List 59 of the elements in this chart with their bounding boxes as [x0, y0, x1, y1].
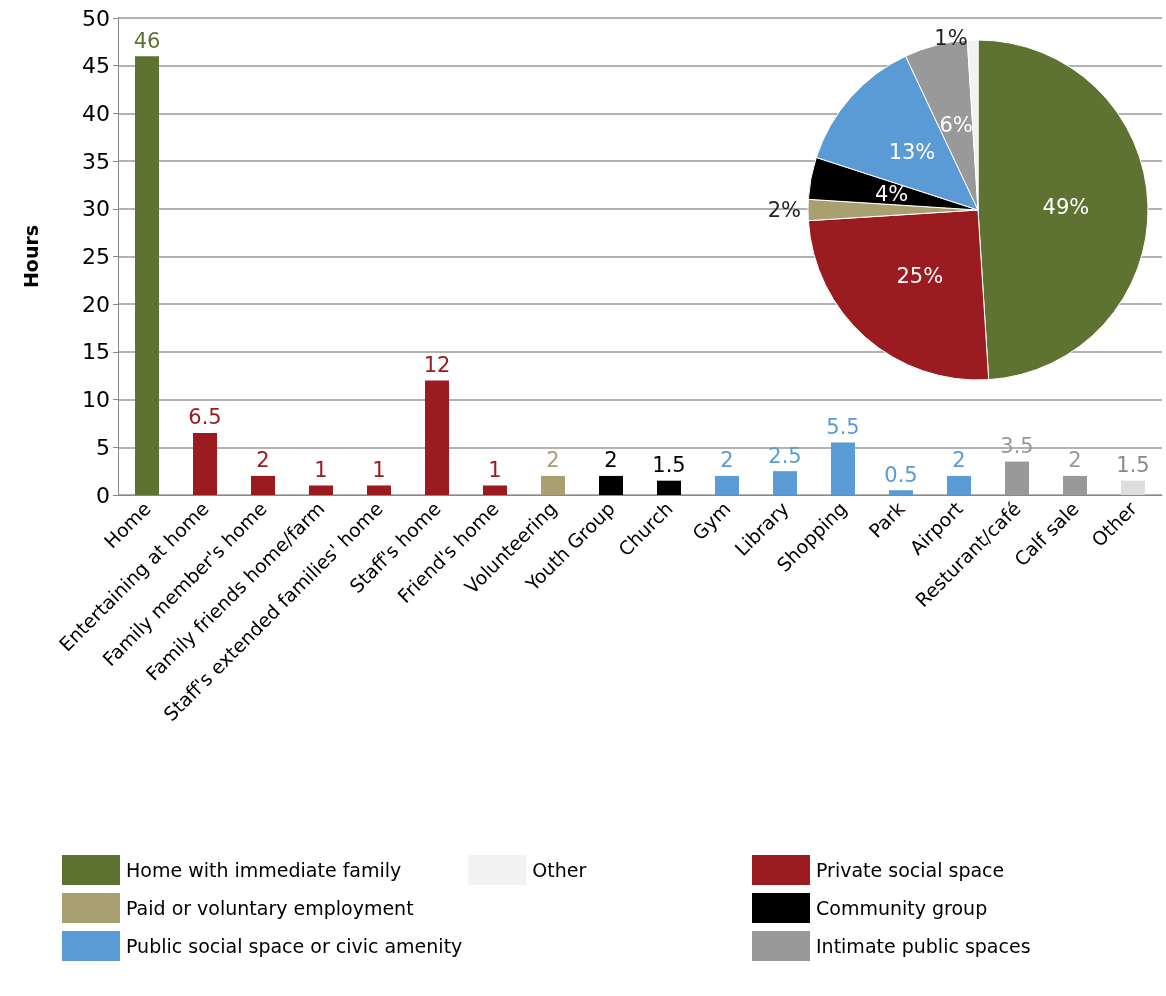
data-label: 12 [423, 353, 451, 378]
data-label: 5.5 [826, 415, 860, 440]
data-label: 2 [546, 448, 560, 473]
data-label: 25% [896, 264, 944, 289]
data-label: 2% [767, 198, 801, 222]
y-axis-title: Hours [19, 224, 42, 289]
data-label: 1 [372, 457, 386, 482]
data-label: 4% [874, 181, 909, 206]
bar [483, 485, 507, 495]
legend-label: Public social space or civic amenity [126, 935, 463, 957]
legend-label: Paid or voluntary employment [126, 897, 414, 919]
data-label: 49% [1042, 195, 1090, 220]
bar [889, 490, 913, 495]
bar [541, 475, 565, 495]
bar [425, 380, 449, 495]
data-label: 6% [939, 112, 973, 137]
y-tick-label: 50 [82, 5, 110, 31]
data-label: 1.5 [1116, 453, 1150, 478]
y-tick-label: 0 [96, 482, 110, 508]
data-label: 1% [934, 26, 968, 51]
data-label: 1 [488, 457, 502, 482]
bar [135, 56, 159, 495]
y-tick-label: 15 [82, 339, 110, 365]
bar [947, 475, 971, 495]
legend-label: Intimate public spaces [816, 935, 1031, 957]
data-label: 1 [314, 457, 328, 482]
data-label: 2.5 [768, 443, 802, 468]
bar [251, 475, 275, 495]
y-tick-label: 40 [82, 100, 110, 126]
data-label: 13% [888, 139, 936, 164]
data-label: 2 [604, 448, 618, 473]
y-tick-label: 45 [82, 53, 110, 79]
legend-label: Private social space [816, 859, 1005, 881]
data-label: 2 [952, 448, 966, 473]
y-tick-label: 25 [82, 244, 110, 269]
data-label: 0.5 [884, 462, 918, 487]
legend-label: Community group [816, 897, 988, 919]
data-label: 6.5 [188, 405, 222, 430]
data-label: 46 [133, 28, 161, 53]
y-tick-label: 10 [82, 387, 110, 413]
bar [715, 475, 739, 495]
bar [367, 485, 391, 495]
y-tick-label: 30 [82, 196, 110, 222]
bar [1121, 480, 1145, 495]
bar [831, 442, 855, 495]
y-tick-label: 35 [82, 148, 110, 174]
data-label: 2 [1068, 448, 1082, 473]
bar [309, 485, 333, 495]
bar [193, 432, 217, 495]
bar [599, 475, 623, 495]
bar [773, 471, 797, 495]
legend-label: Other [532, 859, 587, 881]
data-label: 1.5 [652, 453, 686, 478]
legend-label: Home with immediate family [126, 859, 402, 881]
y-tick-label: 20 [82, 291, 110, 317]
data-label: 2 [256, 448, 270, 473]
bar [657, 480, 681, 495]
y-tick-label: 5 [96, 434, 110, 460]
data-label: 2 [720, 448, 734, 473]
